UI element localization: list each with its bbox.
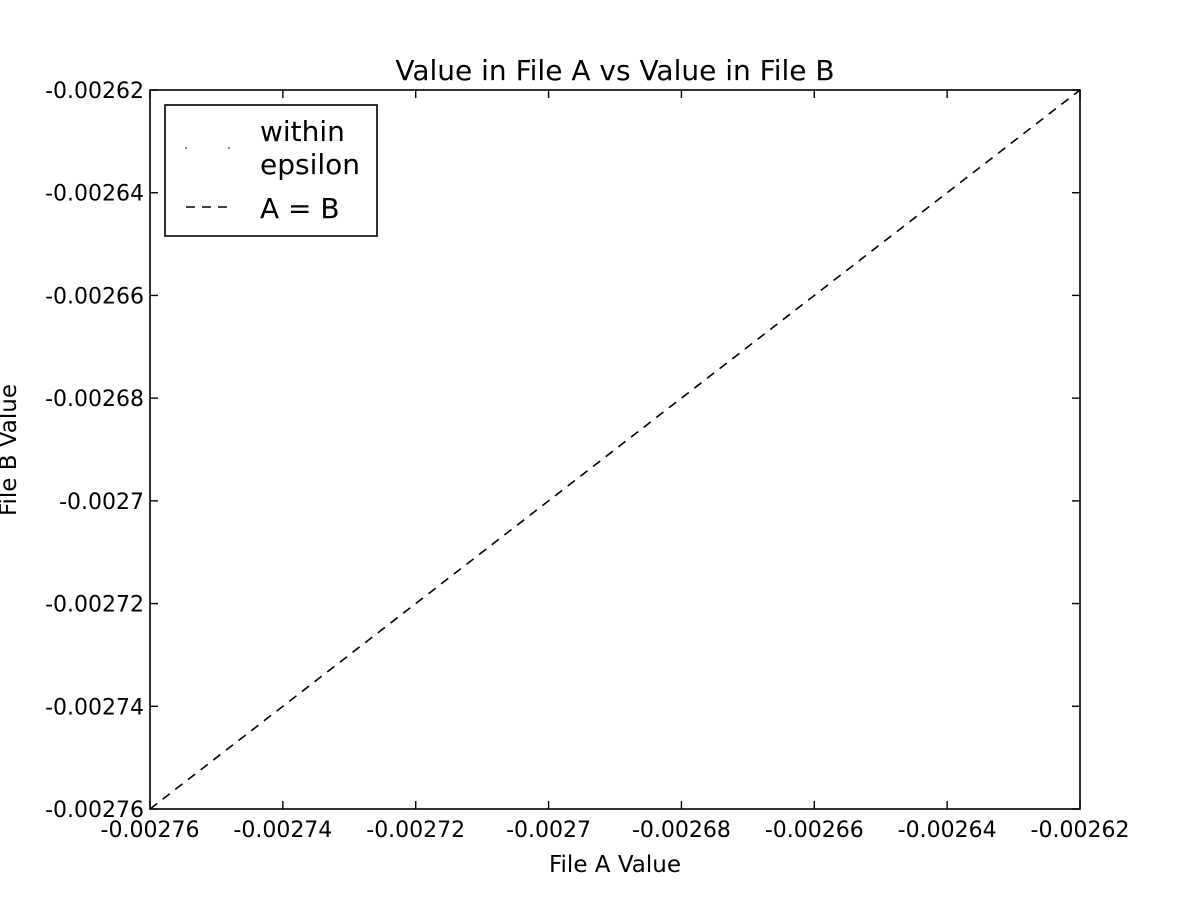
y-tick-label: -0.00262 (45, 79, 144, 104)
x-tick-label: -0.00276 (101, 818, 200, 843)
y-tick-label: -0.00272 (45, 593, 144, 618)
legend-label-a-equals-b: A = B (260, 192, 340, 225)
x-tick-label: -0.00266 (765, 818, 864, 843)
x-tick-label: -0.0027 (506, 818, 591, 843)
legend-label-line: epsilon (260, 148, 360, 181)
series-layer (149, 89, 1081, 810)
legend-label-within-epsilon: within epsilon (260, 115, 360, 181)
legend-marker-within-epsilon (228, 147, 230, 149)
chart-title: Value in File A vs Value in File B (395, 54, 834, 87)
x-axis-ticks: -0.00276 -0.00274 -0.00272 -0.0027 -0.00268 -… (101, 90, 1130, 843)
legend-box (164, 104, 378, 237)
y-tick-label: -0.00274 (45, 695, 144, 720)
legend-label-line: within (260, 115, 345, 148)
x-tick-label: -0.00264 (898, 818, 997, 843)
y-tick-label: -0.0027 (59, 490, 144, 515)
x-tick-label: -0.00274 (233, 818, 332, 843)
y-axis-ticks: -0.00276 -0.00274 -0.00272 -0.0027 -0.00268 -… (45, 79, 1080, 823)
series-line-a-equals-b (149, 89, 1081, 810)
y-tick-label: -0.00266 (45, 284, 144, 309)
x-tick-label: -0.00262 (1031, 818, 1130, 843)
x-tick-label: -0.00272 (366, 818, 465, 843)
y-tick-label: -0.00276 (45, 798, 144, 823)
y-tick-label: -0.00268 (45, 387, 144, 412)
legend-marker-within-epsilon (185, 147, 187, 149)
y-tick-label: -0.00264 (45, 182, 144, 207)
y-axis-label: File B Value (0, 384, 22, 516)
legend-entries: within epsilon A = B (185, 115, 360, 225)
legend: within epsilon A = B (164, 104, 378, 237)
x-axis-label: File A Value (549, 852, 681, 878)
x-tick-label: -0.00268 (632, 818, 731, 843)
